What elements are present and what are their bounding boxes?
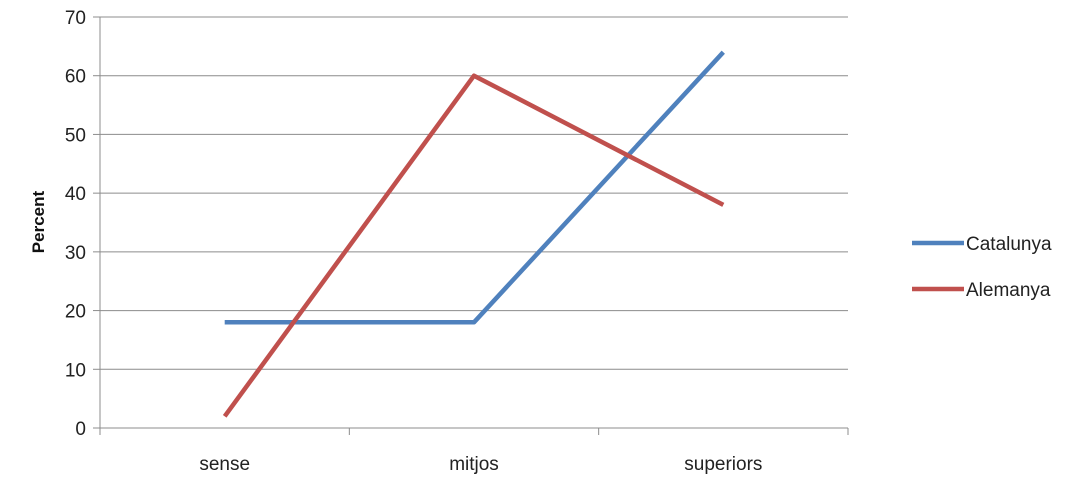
x-tick-label: mitjos [449,454,499,475]
legend: Catalunya Alemanya [912,234,1052,301]
series-line-catalunya [224,50,725,325]
legend-label-catalunya: Catalunya [966,234,1052,255]
x-tick-label: superiors [684,454,762,475]
y-tick-label: 0 [75,419,86,440]
y-tick-label: 50 [65,125,86,146]
x-tick-labels: sense mitjos superiors [199,454,762,475]
y-tick-labels: 0 10 20 30 40 50 60 70 [65,8,86,440]
y-tick-label: 70 [65,8,86,29]
x-tick-label: sense [199,454,250,475]
y-tick-label: 40 [65,184,86,205]
legend-label-alemanya: Alemanya [966,280,1051,301]
y-axis-title: Percent [29,190,48,253]
y-tick-label: 30 [65,243,86,264]
series-lines [222,50,725,418]
y-tick-label: 60 [65,67,86,88]
gridlines [100,16,848,370]
series-line-alemanya [222,73,725,418]
y-tick-label: 20 [65,302,86,323]
y-tick-label: 10 [65,360,86,381]
axes [93,16,849,435]
